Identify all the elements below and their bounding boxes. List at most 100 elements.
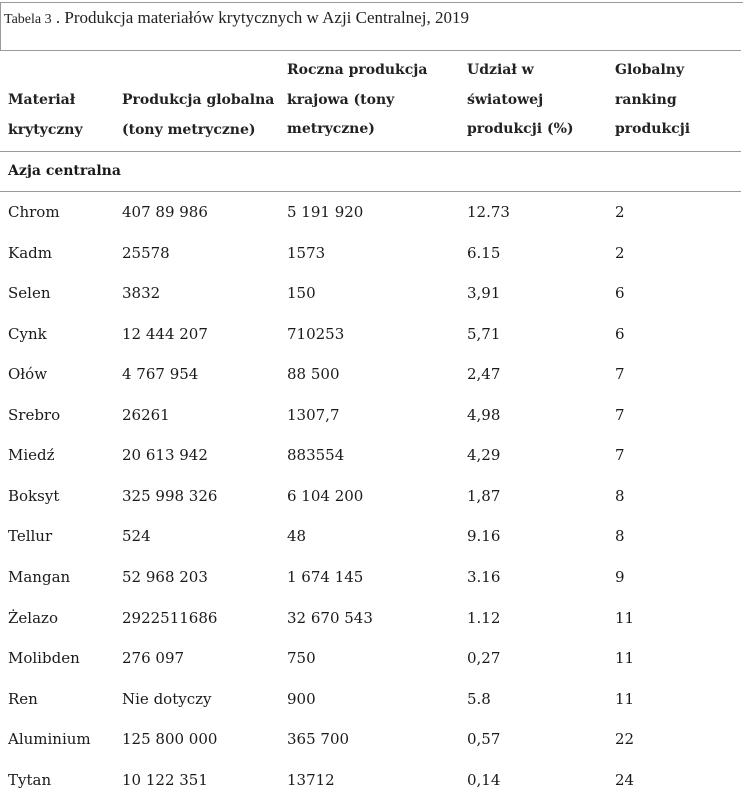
annual-production-cell: 48 (287, 527, 307, 546)
annual-production-cell: 13712 (287, 770, 335, 789)
global-production-cell: 26261 (122, 405, 170, 424)
global-production-cell: 25578 (122, 243, 170, 262)
global-production-cell: 52 968 203 (122, 567, 208, 586)
material-cell: Miedź (8, 446, 55, 465)
header-global-production: Produkcja globalna (tony metryczne) (122, 92, 275, 138)
table-row: Boksyt 325 998 326 6 104 200 1,87 8 (0, 476, 741, 517)
material-cell: Chrom (8, 203, 60, 221)
material-cell: Molibden (8, 649, 80, 668)
header-material: Materiał krytyczny (8, 92, 83, 138)
material-cell: Aluminium (8, 730, 91, 749)
global-production-cell: 3832 (122, 284, 161, 303)
table-row: Mangan 52 968 203 1 674 145 3.16 9 (0, 557, 741, 598)
global-production-cell: 20 613 942 (122, 446, 208, 465)
ranking-cell: 7 (615, 446, 625, 465)
global-production-cell: 325 998 326 (122, 486, 218, 505)
annual-production-cell: 32 670 543 (287, 608, 373, 627)
annual-production-cell: 6 104 200 (287, 486, 364, 505)
material-cell: Ołów (8, 365, 48, 384)
table-row: Aluminium 125 800 000 365 700 0,57 22 (0, 719, 741, 760)
world-share-cell: 3,91 (467, 284, 501, 303)
annual-production-cell: 1573 (287, 243, 326, 262)
table-caption: Tabela 3 . Produkcja materiałów krytyczn… (4, 7, 469, 31)
global-production-cell: 276 097 (122, 649, 185, 668)
material-cell: Tellur (8, 527, 53, 546)
table-frame-left (0, 2, 1, 50)
world-share-cell: 0,57 (467, 730, 501, 749)
section-heading: Azja centralna (8, 163, 121, 179)
ranking-cell: 22 (615, 730, 635, 749)
material-cell: Srebro (8, 405, 61, 424)
header-top-rule (0, 50, 741, 51)
global-production-cell: Nie dotyczy (122, 689, 212, 708)
material-cell: Selen (8, 284, 51, 303)
annual-production-cell: 1 674 145 (287, 567, 364, 586)
global-production-cell: 4 767 954 (122, 365, 199, 384)
world-share-cell: 6.15 (467, 243, 501, 262)
section-rule (0, 191, 741, 192)
global-production-cell: 407 89 986 (122, 203, 208, 221)
material-cell: Tytan (8, 770, 52, 789)
ranking-cell: 11 (615, 689, 635, 708)
table-row: Żelazo 2922511686 32 670 543 1.12 11 (0, 598, 741, 639)
annual-production-cell: 150 (287, 284, 316, 303)
world-share-cell: 12.73 (467, 203, 510, 221)
world-share-cell: 5,71 (467, 324, 501, 343)
table-row: Molibden 276 097 750 0,27 11 (0, 638, 741, 679)
world-share-cell: 3.16 (467, 567, 501, 586)
world-share-cell: 0,27 (467, 649, 501, 668)
global-production-cell: 10 122 351 (122, 770, 208, 789)
table-row: Chrom 407 89 986 5 191 920 12.73 2 (0, 192, 741, 233)
world-share-cell: 2,47 (467, 365, 501, 384)
world-share-cell: 4,29 (467, 446, 501, 465)
ranking-cell: 24 (615, 770, 635, 789)
header-global-ranking: Globalny ranking produkcji (615, 62, 691, 137)
ranking-cell: 8 (615, 486, 625, 505)
annual-production-cell: 365 700 (287, 730, 350, 749)
annual-production-cell: 900 (287, 689, 316, 708)
material-cell: Cynk (8, 324, 47, 343)
header-bottom-rule (0, 151, 741, 152)
material-cell: Kadm (8, 243, 52, 262)
table-row: Selen 3832 150 3,91 6 (0, 273, 741, 314)
table-row: Tellur 524 48 9.16 8 (0, 516, 741, 557)
global-production-cell: 12 444 207 (122, 324, 208, 343)
header-annual-production: Roczna produkcja krajowa (tony metryczne… (287, 62, 428, 137)
world-share-cell: 1,87 (467, 486, 501, 505)
ranking-cell: 9 (615, 567, 625, 586)
world-share-cell: 0,14 (467, 770, 501, 789)
annual-production-cell: 5 191 920 (287, 203, 364, 221)
annual-production-cell: 883554 (287, 446, 345, 465)
table-frame-top (0, 2, 743, 3)
table-row: Miedź 20 613 942 883554 4,29 7 (0, 435, 741, 476)
ranking-cell: 11 (615, 608, 635, 627)
annual-production-cell: 750 (287, 649, 316, 668)
world-share-cell: 4,98 (467, 405, 501, 424)
global-production-cell: 125 800 000 (122, 730, 218, 749)
ranking-cell: 2 (615, 243, 625, 262)
annual-production-cell: 710253 (287, 324, 345, 343)
global-production-cell: 2922511686 (122, 608, 218, 627)
ranking-cell: 2 (615, 203, 625, 221)
caption-title: . Produkcja materiałów krytycznych w Azj… (51, 8, 469, 27)
ranking-cell: 6 (615, 324, 625, 343)
ranking-cell: 11 (615, 649, 635, 668)
table-row: Tytan 10 122 351 13712 0,14 24 (0, 760, 741, 800)
material-cell: Boksyt (8, 486, 60, 505)
table-row: Ren Nie dotyczy 900 5.8 11 (0, 679, 741, 720)
material-cell: Żelazo (8, 608, 58, 627)
table-row: Srebro 26261 1307,7 4,98 7 (0, 395, 741, 436)
world-share-cell: 9.16 (467, 527, 501, 546)
ranking-cell: 7 (615, 365, 625, 384)
world-share-cell: 5.8 (467, 689, 491, 708)
world-share-cell: 1.12 (467, 608, 501, 627)
ranking-cell: 8 (615, 527, 625, 546)
ranking-cell: 6 (615, 284, 625, 303)
global-production-cell: 524 (122, 527, 151, 546)
annual-production-cell: 88 500 (287, 365, 340, 384)
material-cell: Mangan (8, 567, 71, 586)
table-row: Ołów 4 767 954 88 500 2,47 7 (0, 354, 741, 395)
table-row: Kadm 25578 1573 6.15 2 (0, 233, 741, 274)
ranking-cell: 7 (615, 405, 625, 424)
header-world-share: Udział w światowej produkcji (%) (467, 62, 574, 137)
